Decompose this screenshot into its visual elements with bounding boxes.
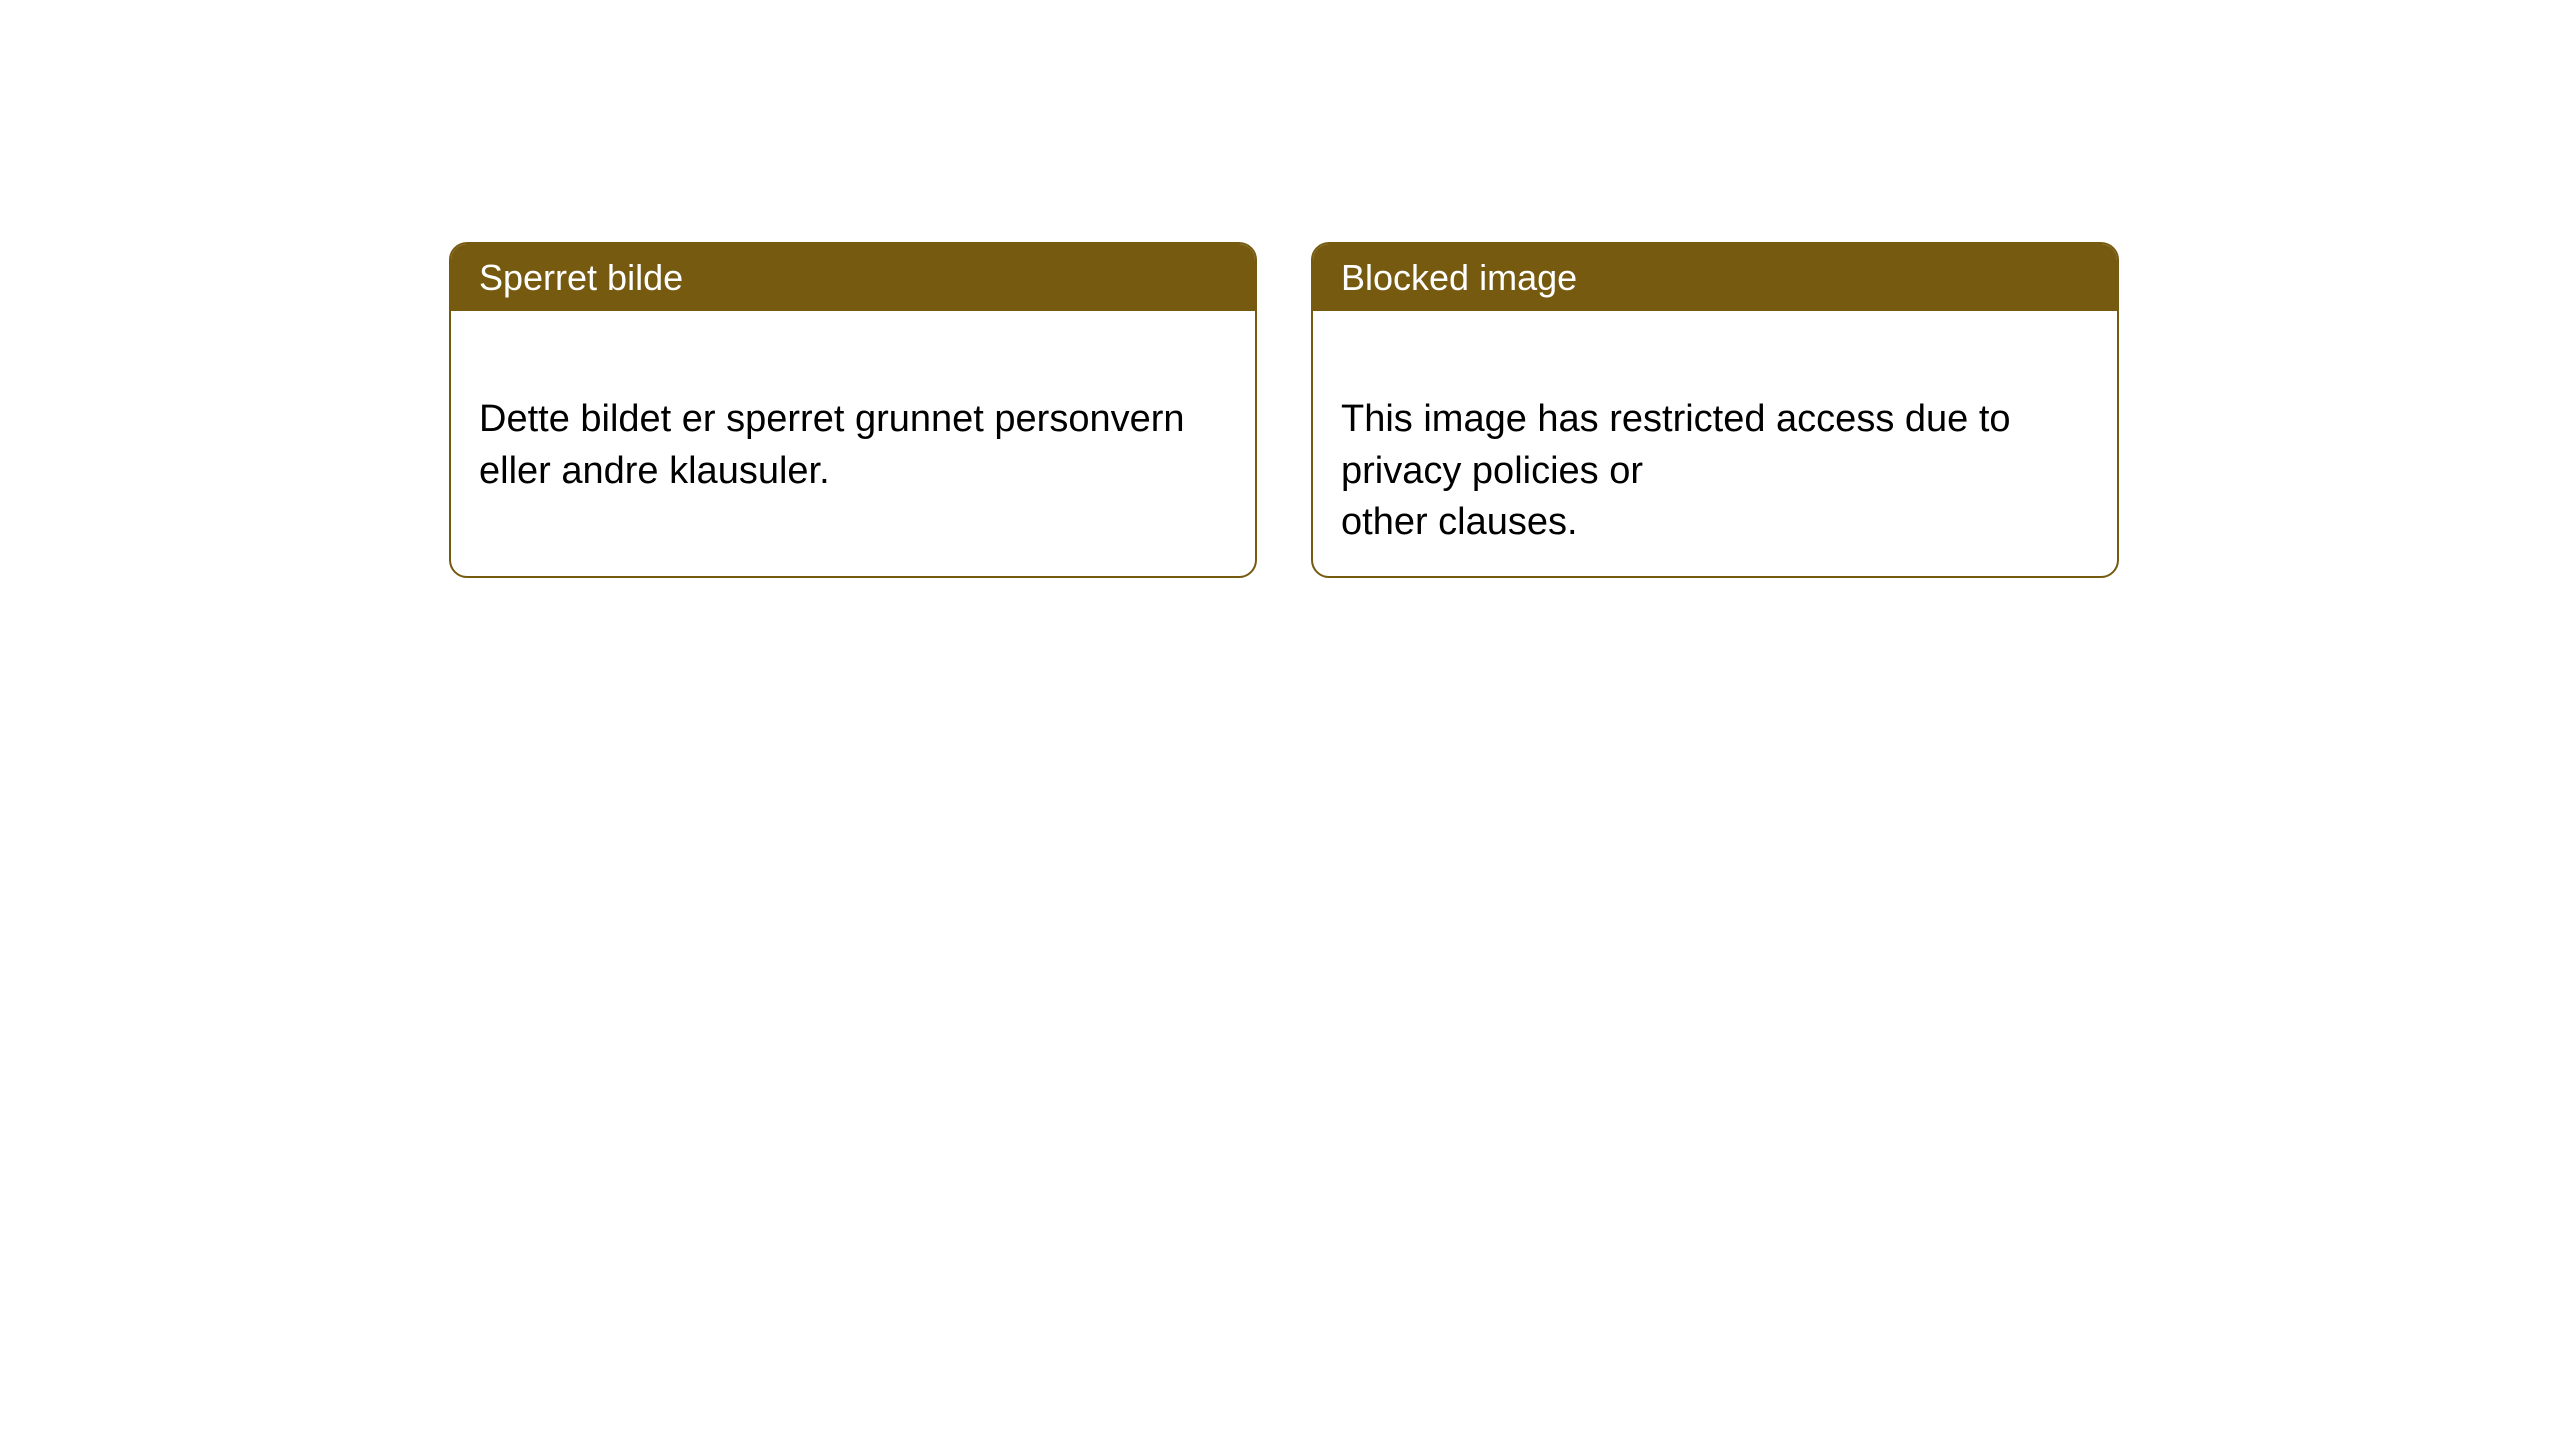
notice-title-english: Blocked image xyxy=(1341,257,1577,298)
notice-text-english: This image has restricted access due to … xyxy=(1341,398,2011,543)
notice-text-norwegian: Dette bildet er sperret grunnet personve… xyxy=(479,398,1185,491)
notice-header-norwegian: Sperret bilde xyxy=(451,244,1255,311)
notice-body-english: This image has restricted access due to … xyxy=(1313,311,2117,578)
notice-container: Sperret bilde Dette bildet er sperret gr… xyxy=(449,242,2119,578)
notice-header-english: Blocked image xyxy=(1313,244,2117,311)
notice-card-norwegian: Sperret bilde Dette bildet er sperret gr… xyxy=(449,242,1257,578)
notice-card-english: Blocked image This image has restricted … xyxy=(1311,242,2119,578)
notice-body-norwegian: Dette bildet er sperret grunnet personve… xyxy=(451,311,1255,529)
notice-title-norwegian: Sperret bilde xyxy=(479,257,683,298)
